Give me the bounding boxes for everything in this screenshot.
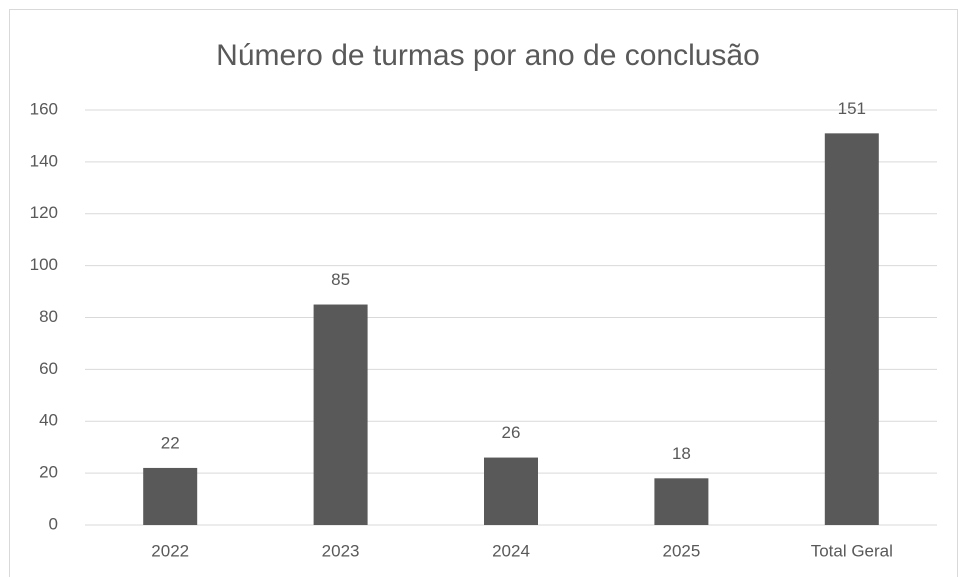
- x-tick-label: 2024: [492, 541, 530, 560]
- data-label: 151: [838, 99, 866, 118]
- bar: [143, 467, 198, 525]
- bar: [484, 457, 538, 525]
- y-tick-label: 60: [39, 359, 58, 378]
- chart-title: Número de turmas por ano de conclusão: [216, 39, 760, 72]
- y-tick-label: 40: [39, 411, 58, 430]
- x-tick-label: 2022: [151, 541, 189, 560]
- bar: [654, 478, 709, 525]
- y-tick-label: 20: [39, 463, 58, 482]
- y-tick-label: 140: [30, 151, 58, 170]
- bar: [824, 133, 879, 525]
- bar: [313, 304, 368, 525]
- data-label: 22: [161, 433, 180, 452]
- y-tick-label: 0: [49, 514, 58, 533]
- data-label: 18: [672, 444, 691, 463]
- x-tick-label: 2023: [322, 541, 360, 560]
- x-tick-label: 2025: [662, 541, 700, 560]
- x-tick-label: Total Geral: [811, 541, 893, 560]
- y-tick-label: 80: [39, 307, 58, 326]
- data-label: 26: [502, 423, 521, 442]
- data-label: 85: [331, 270, 350, 289]
- y-tick-label: 160: [30, 99, 58, 118]
- y-tick-label: 100: [30, 255, 58, 274]
- y-tick-label: 120: [30, 203, 58, 222]
